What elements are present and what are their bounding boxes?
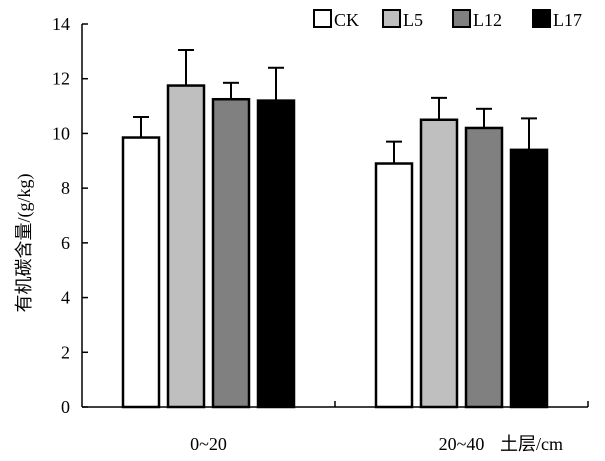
- y-tick-label: 12: [52, 69, 70, 89]
- bar-l5-0: [166, 84, 206, 409]
- legend-swatch-l5: [382, 9, 401, 28]
- bar-ck-1: [374, 162, 414, 409]
- y-tick-label: 8: [61, 178, 70, 198]
- legend-swatch-l17: [532, 9, 551, 28]
- y-tick-label: 14: [52, 14, 70, 34]
- legend-swatch-l12: [452, 9, 471, 28]
- x-axis-title: 土层/cm: [500, 434, 563, 454]
- y-tick-label: 6: [61, 233, 70, 253]
- bars: [121, 48, 549, 409]
- bar-l12-0: [211, 97, 251, 409]
- legend: CK L5 L12 L17: [313, 9, 582, 30]
- bar-l12-1: [464, 126, 504, 409]
- legend-label-l17: L17: [553, 10, 582, 30]
- y-tick-label: 2: [61, 342, 70, 362]
- legend-label-l12: L12: [473, 10, 502, 30]
- x-category-label: 0~20: [190, 434, 227, 454]
- bar-l17-0: [256, 99, 296, 409]
- x-axis: 0~20 20~40: [82, 401, 589, 454]
- bar-l5-1: [419, 118, 459, 409]
- y-tick-label: 0: [61, 397, 70, 417]
- y-axis: 0 2 4 6 8 10 12 14: [52, 14, 88, 417]
- legend-swatch-ck: [313, 9, 332, 28]
- legend-label-l5: L5: [403, 10, 423, 30]
- x-category-label: 20~40: [439, 434, 485, 454]
- bar-ck-0: [121, 136, 161, 409]
- legend-label-ck: CK: [334, 10, 359, 30]
- y-axis-title: 有机碳含量/(g/kg): [14, 174, 35, 313]
- y-tick-label: 10: [52, 123, 70, 143]
- bar-l17-1: [509, 148, 549, 409]
- y-tick-label: 4: [61, 288, 70, 308]
